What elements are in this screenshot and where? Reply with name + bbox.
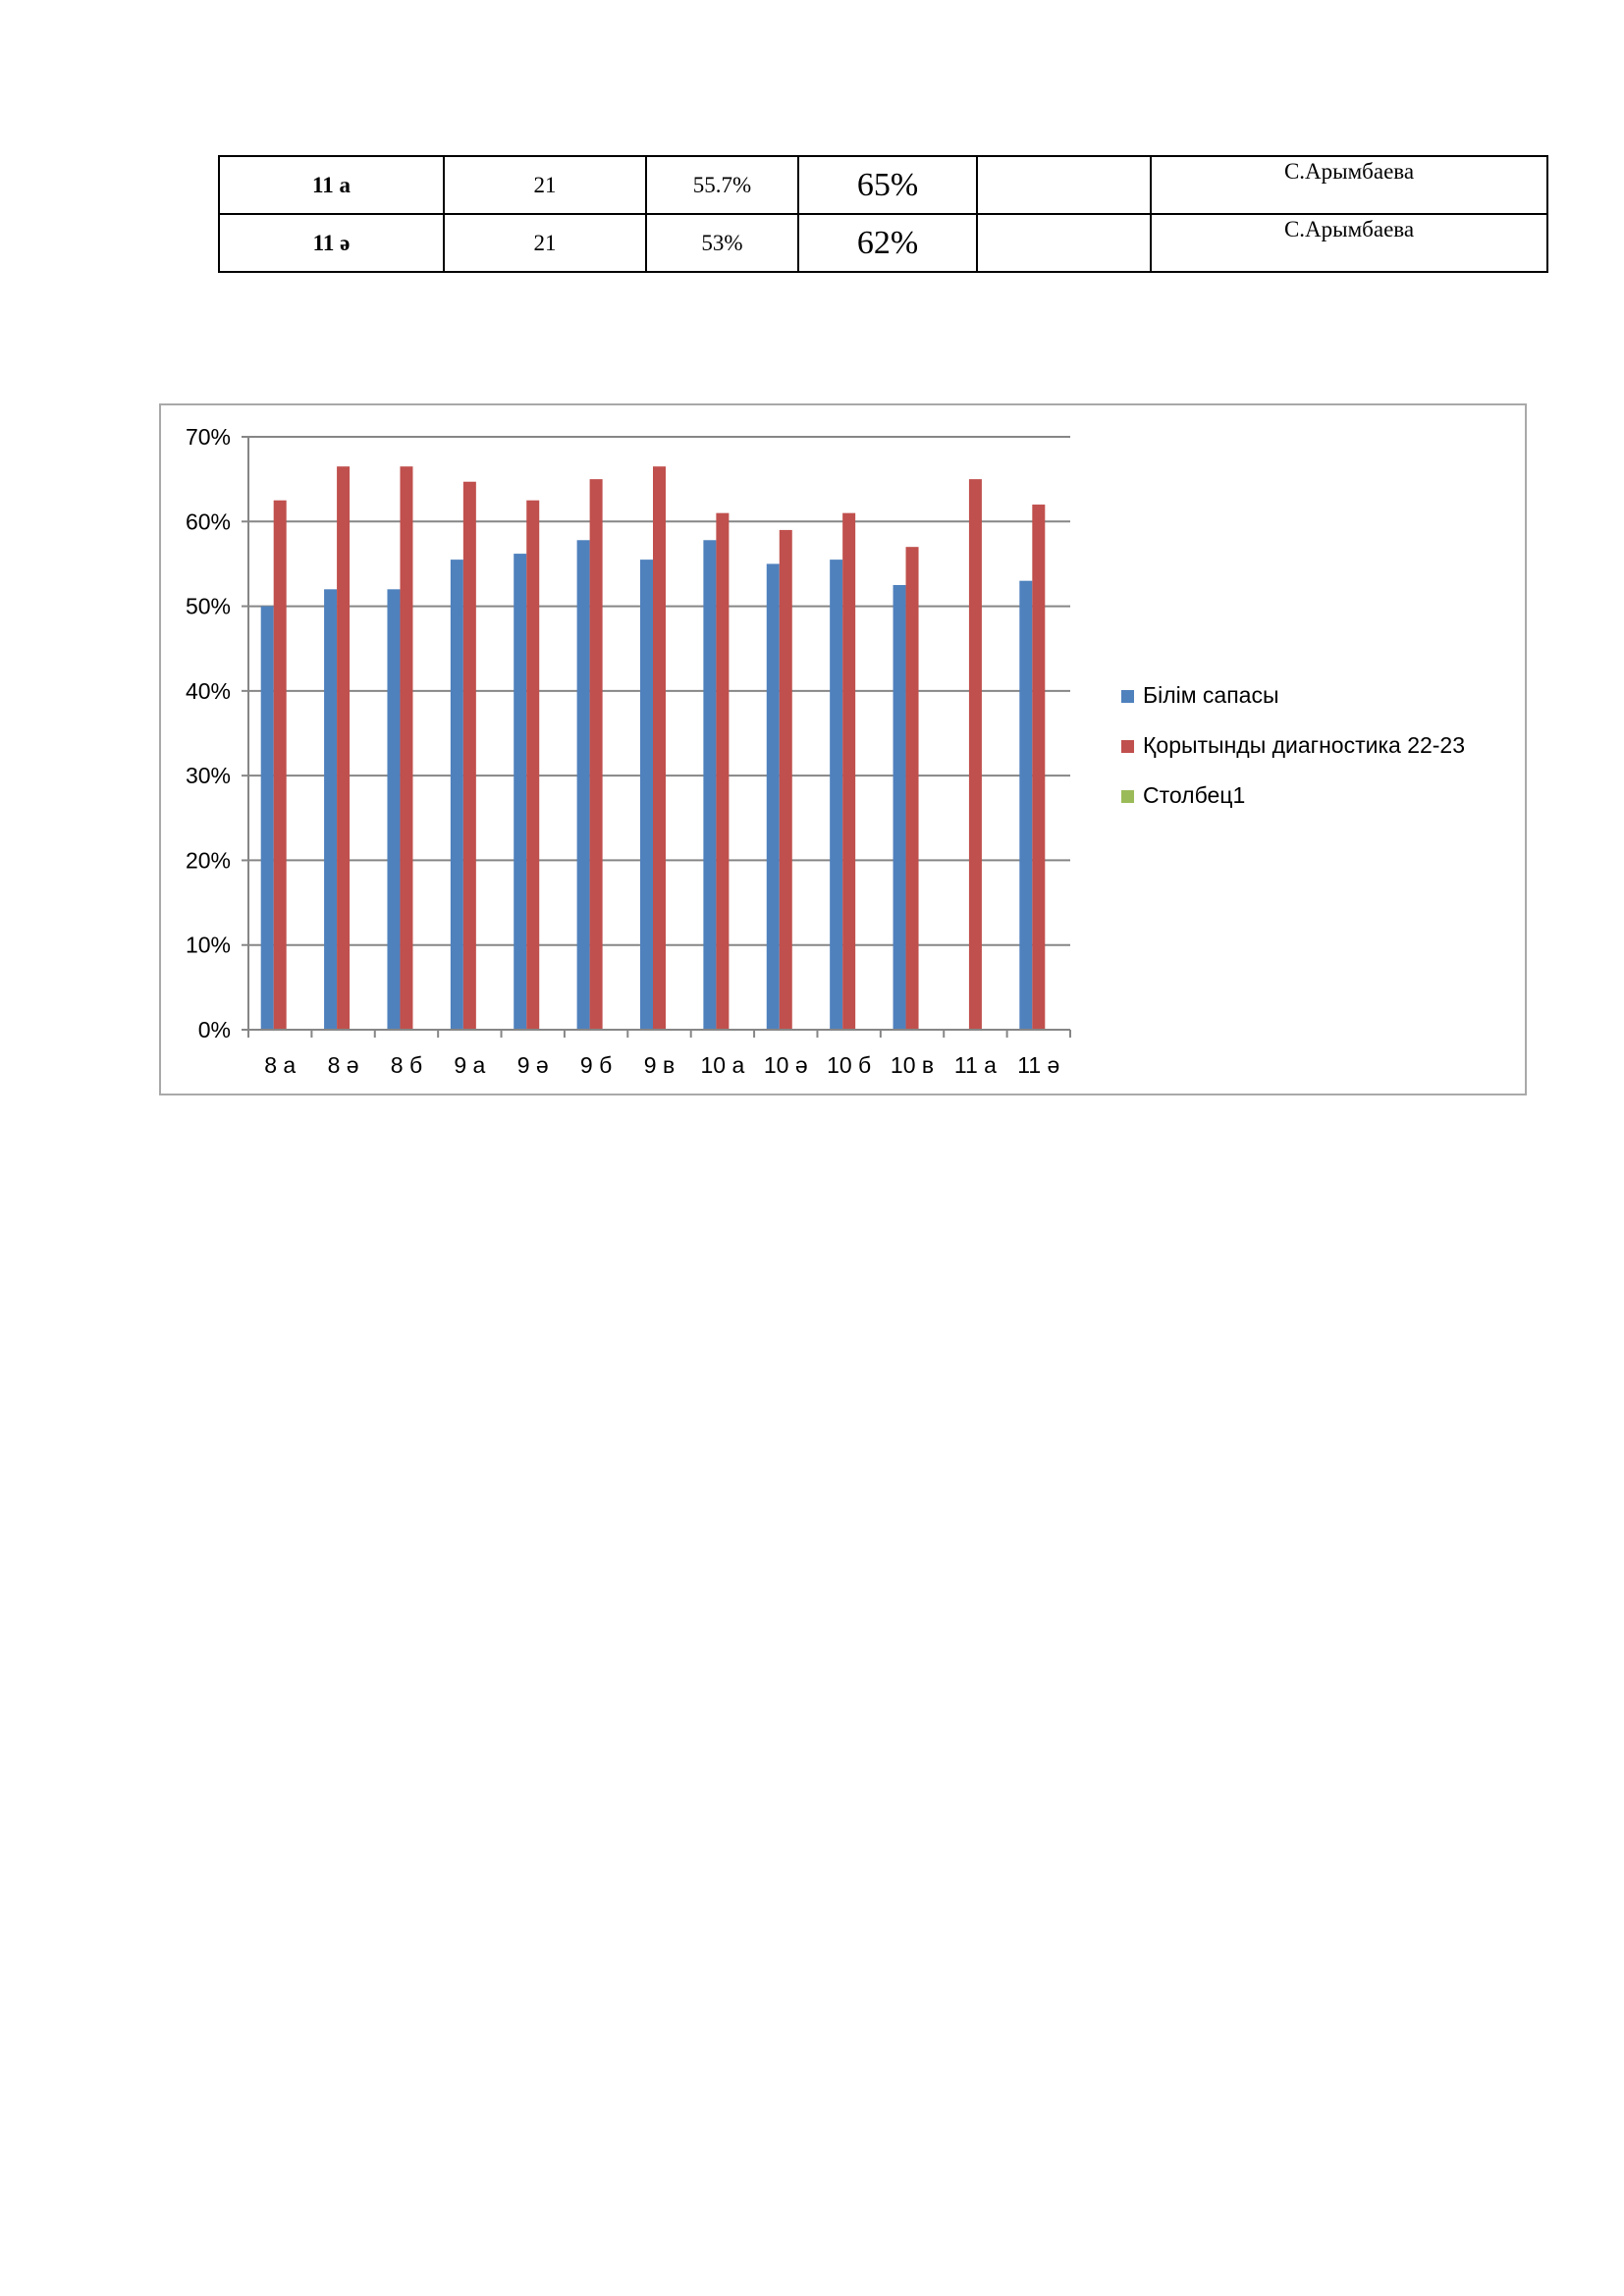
bar-2 [273,500,287,1030]
bar-2 [1032,505,1046,1030]
y-tick-label: 50% [186,594,231,619]
bar-1 [576,540,590,1030]
x-tick-label: 8 б [391,1052,422,1078]
student-count-cell: 21 [443,213,647,273]
bar-1 [640,560,653,1030]
bar-1 [766,563,780,1030]
bar-2 [653,466,666,1030]
y-tick-label: 70% [186,424,231,450]
bar-2 [526,500,540,1030]
table-row: 11 ә 21 53% 62% С.Арымбаева [218,213,1548,273]
x-tick-label: 10 в [891,1052,934,1078]
x-tick-label: 11 ә [1017,1052,1059,1078]
x-tick-label: 10 а [701,1052,745,1078]
legend-label: Білім сапасы [1143,682,1279,708]
y-tick-label: 0% [198,1017,231,1042]
bar-1 [830,560,843,1030]
diagnostic-cell: 62% [797,213,978,273]
x-tick-label: 9 в [644,1052,675,1078]
x-tick-label: 8 ә [328,1052,359,1078]
y-tick-label: 60% [186,508,231,534]
x-tick-label: 11 а [954,1052,997,1078]
legend-swatch [1121,690,1134,703]
legend-label: Столбец1 [1143,782,1245,808]
bar-chart: 0% 10% 20% 30% 40% 50% 60% 70% 8 а 8 ә 8 б 9 а 9 ә 9 … [186,424,1465,1078]
legend-label: Қорытынды диагностика 22-23 [1143,732,1465,758]
bar-2 [716,512,730,1030]
bar-2 [968,479,982,1031]
chart-frame: 0% 10% 20% 30% 40% 50% 60% 70% 8 а 8 ә 8 б 9 а 9 ә 9 … [159,403,1527,1095]
bar-1 [514,554,527,1030]
x-tick-label: 8 а [264,1052,296,1078]
bar-2 [462,481,476,1030]
bar-2 [589,479,603,1031]
bar-1 [893,585,906,1030]
table-row: 11 а 21 55.7% 65% С.Арымбаева [218,155,1548,215]
bar-2 [337,466,351,1030]
quality-cell: 53% [645,213,799,273]
y-tick-label: 40% [186,678,231,704]
bar-1 [703,540,717,1030]
bar-1 [450,560,463,1030]
x-tick-label: 10 ә [764,1052,808,1078]
legend-swatch [1121,790,1134,803]
y-tick-label: 20% [186,847,231,873]
y-tick-label: 30% [186,763,231,788]
bar-2 [400,466,413,1030]
empty-cell [976,213,1152,273]
class-cell: 11 ә [218,213,445,273]
class-cell: 11 а [218,155,445,215]
y-tick-label: 10% [186,933,231,958]
bar-1 [1019,580,1033,1030]
results-table: 11 а 21 55.7% 65% С.Арымбаева 11 ә 21 53… [218,155,1548,273]
bar-2 [905,547,919,1030]
diagnostic-cell: 65% [797,155,978,215]
legend-swatch [1121,740,1134,753]
teacher-cell: С.Арымбаева [1150,213,1548,273]
bar-2 [842,512,856,1030]
x-tick-label: 9 ә [517,1052,549,1078]
bar-1 [260,606,274,1030]
teacher-cell: С.Арымбаева [1150,155,1548,215]
student-count-cell: 21 [443,155,647,215]
x-tick-label: 9 а [454,1052,485,1078]
bar-2 [779,529,792,1030]
bar-1 [324,589,338,1030]
empty-cell [976,155,1152,215]
x-tick-label: 9 б [580,1052,612,1078]
x-tick-label: 10 б [827,1052,871,1078]
bar-1 [387,589,401,1030]
quality-cell: 55.7% [645,155,799,215]
